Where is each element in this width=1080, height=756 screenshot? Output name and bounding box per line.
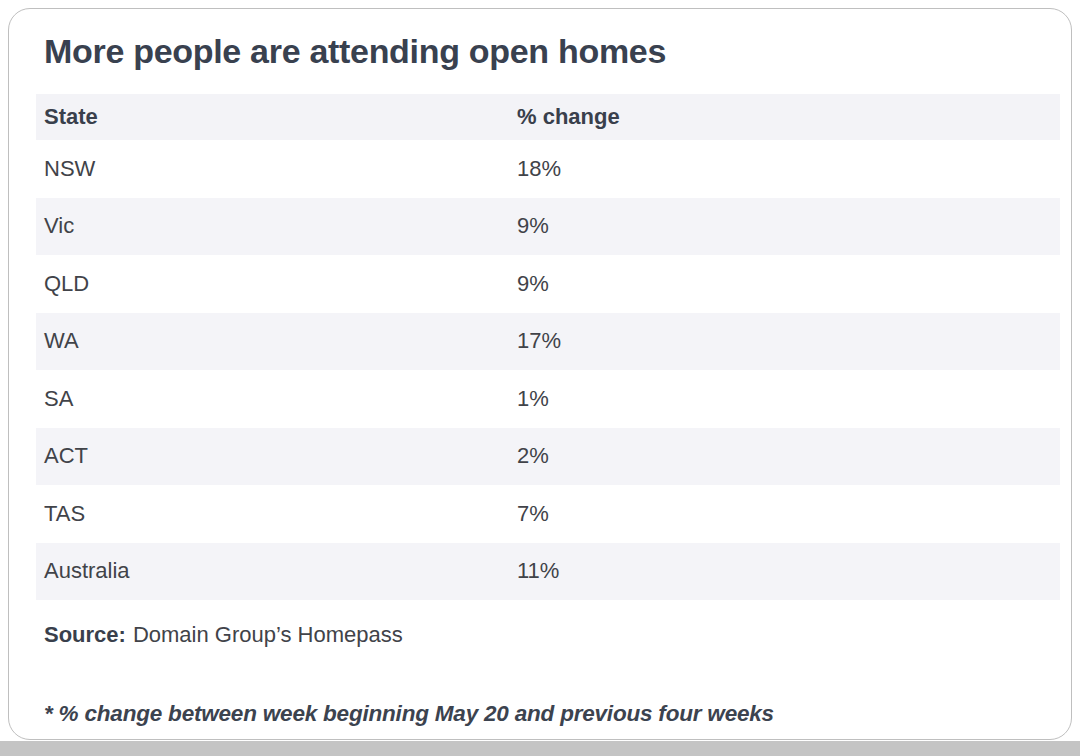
source-label: Source: <box>44 622 126 647</box>
change-cell: 18% <box>517 156 1060 182</box>
change-cell: 1% <box>517 386 1060 412</box>
table-header-row: State % change <box>36 94 1060 140</box>
data-table-card: More people are attending open homes Sta… <box>8 8 1072 740</box>
source-text: Domain Group’s Homepass <box>133 622 403 647</box>
page-bottom-strip <box>0 741 1080 756</box>
footnote: * % change between week beginning May 20… <box>44 701 1059 727</box>
state-cell: TAS <box>36 501 517 527</box>
table-row: Vic 9% <box>36 198 1060 256</box>
source-line: Source: Domain Group’s Homepass <box>44 622 1059 648</box>
change-cell: 7% <box>517 501 1060 527</box>
table-body: NSW 18% Vic 9% QLD 9% WA 17% SA 1% <box>36 140 1060 600</box>
state-cell: WA <box>36 328 517 354</box>
state-cell: Australia <box>36 558 517 584</box>
state-cell: SA <box>36 386 517 412</box>
table-row: NSW 18% <box>36 140 1060 198</box>
change-cell: 9% <box>517 271 1060 297</box>
table-row: Australia 11% <box>36 543 1060 601</box>
table-row: QLD 9% <box>36 255 1060 313</box>
column-header-change: % change <box>517 104 1060 130</box>
page: More people are attending open homes Sta… <box>0 0 1080 756</box>
state-cell: ACT <box>36 443 517 469</box>
change-cell: 17% <box>517 328 1060 354</box>
state-cell: Vic <box>36 213 517 239</box>
change-cell: 11% <box>517 558 1060 584</box>
change-cell: 2% <box>517 443 1060 469</box>
table-row: ACT 2% <box>36 428 1060 486</box>
column-header-state: State <box>36 104 517 130</box>
table-row: SA 1% <box>36 370 1060 428</box>
state-cell: NSW <box>36 156 517 182</box>
states-table: State % change NSW 18% Vic 9% QLD 9% WA <box>36 94 1060 600</box>
change-cell: 9% <box>517 213 1060 239</box>
page-title: More people are attending open homes <box>44 31 1059 71</box>
state-cell: QLD <box>36 271 517 297</box>
table-row: TAS 7% <box>36 485 1060 543</box>
table-row: WA 17% <box>36 313 1060 371</box>
